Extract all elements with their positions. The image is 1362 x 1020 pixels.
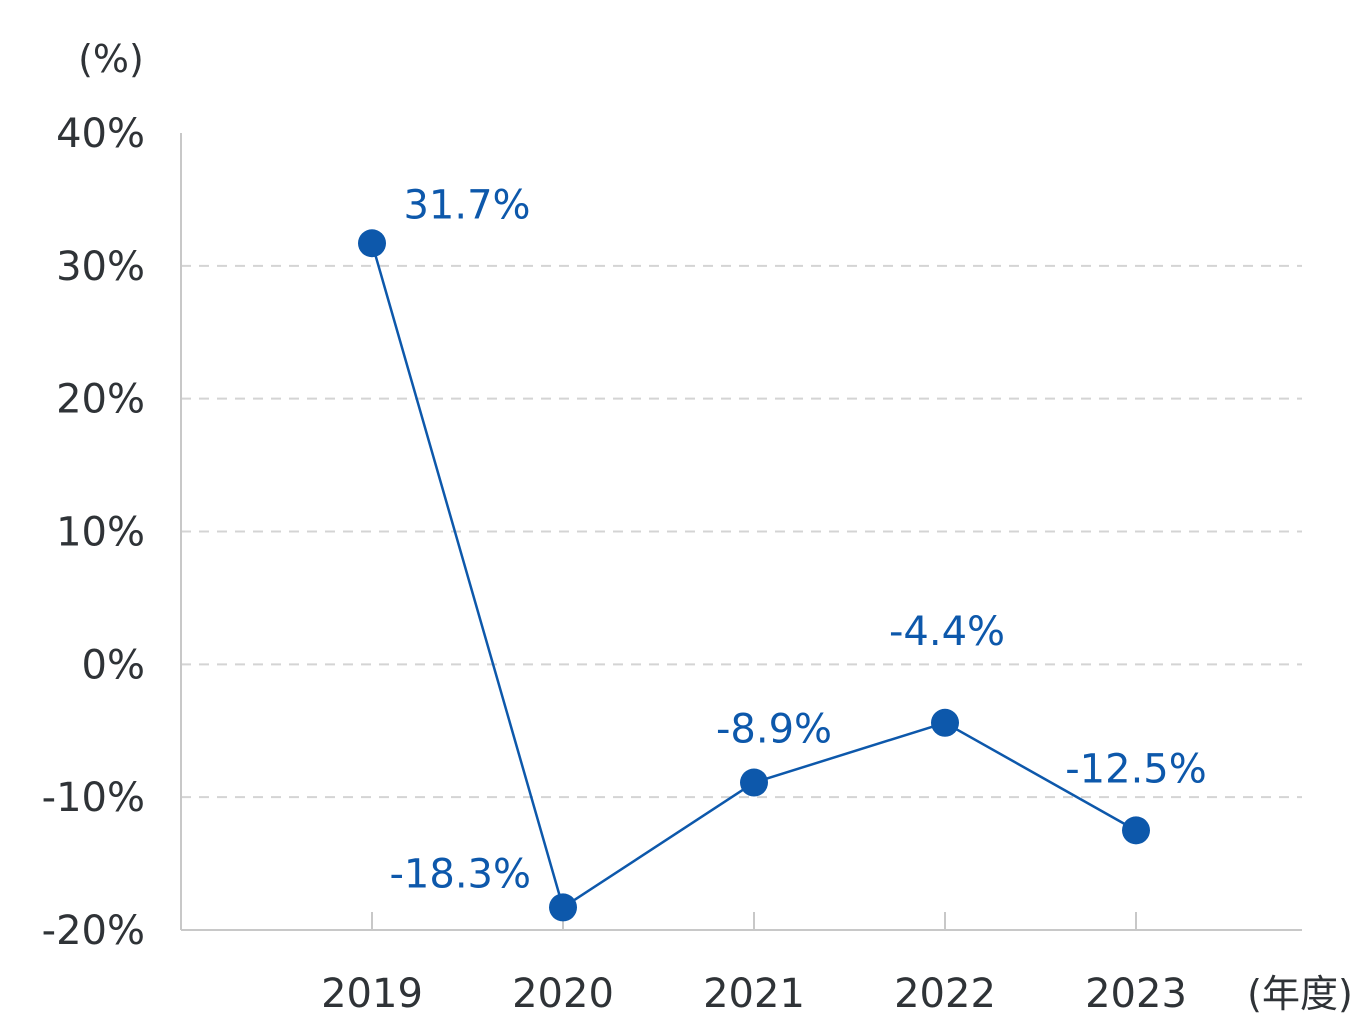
y-tick-label: 40% — [56, 111, 145, 157]
data-point — [1122, 816, 1150, 845]
grid-lines — [181, 264, 1302, 799]
y-tick-label: 10% — [56, 510, 145, 556]
series-line — [370, 242, 1137, 909]
y-axis-unit-label: (%) — [78, 37, 144, 81]
data-label: -12.5% — [1065, 746, 1207, 792]
y-tick-label: -20% — [42, 908, 145, 954]
y-tick-label: -10% — [42, 775, 145, 821]
x-tick-label: 2020 — [512, 971, 614, 1017]
x-tick-labels: 2019 2020 2021 2022 2023 — [321, 912, 1187, 1017]
data-points — [358, 229, 1150, 922]
data-label: -8.9% — [716, 707, 832, 753]
x-axis-unit-label: (年度) — [1247, 972, 1353, 1016]
data-point — [931, 708, 959, 737]
axes — [180, 133, 1302, 931]
data-point — [358, 229, 386, 258]
data-point — [549, 893, 577, 922]
y-tick-label: 30% — [56, 244, 145, 290]
x-tick-label: 2021 — [703, 971, 805, 1017]
y-tick-labels: 40% 30% 20% 10% 0% -10% -20% — [42, 111, 145, 954]
data-point — [740, 768, 768, 797]
data-label: -18.3% — [389, 851, 531, 897]
data-labels: 31.7% -18.3% -8.9% -4.4% -12.5% — [389, 182, 1206, 897]
x-tick-label: 2019 — [321, 971, 423, 1017]
series-polyline — [370, 242, 1137, 909]
y-tick-label: 20% — [56, 377, 145, 423]
data-label: -4.4% — [889, 609, 1005, 655]
x-tick-label: 2022 — [894, 971, 996, 1017]
y-tick-label: 0% — [82, 642, 145, 688]
x-tick-label: 2023 — [1085, 971, 1187, 1017]
data-label: 31.7% — [403, 182, 530, 228]
